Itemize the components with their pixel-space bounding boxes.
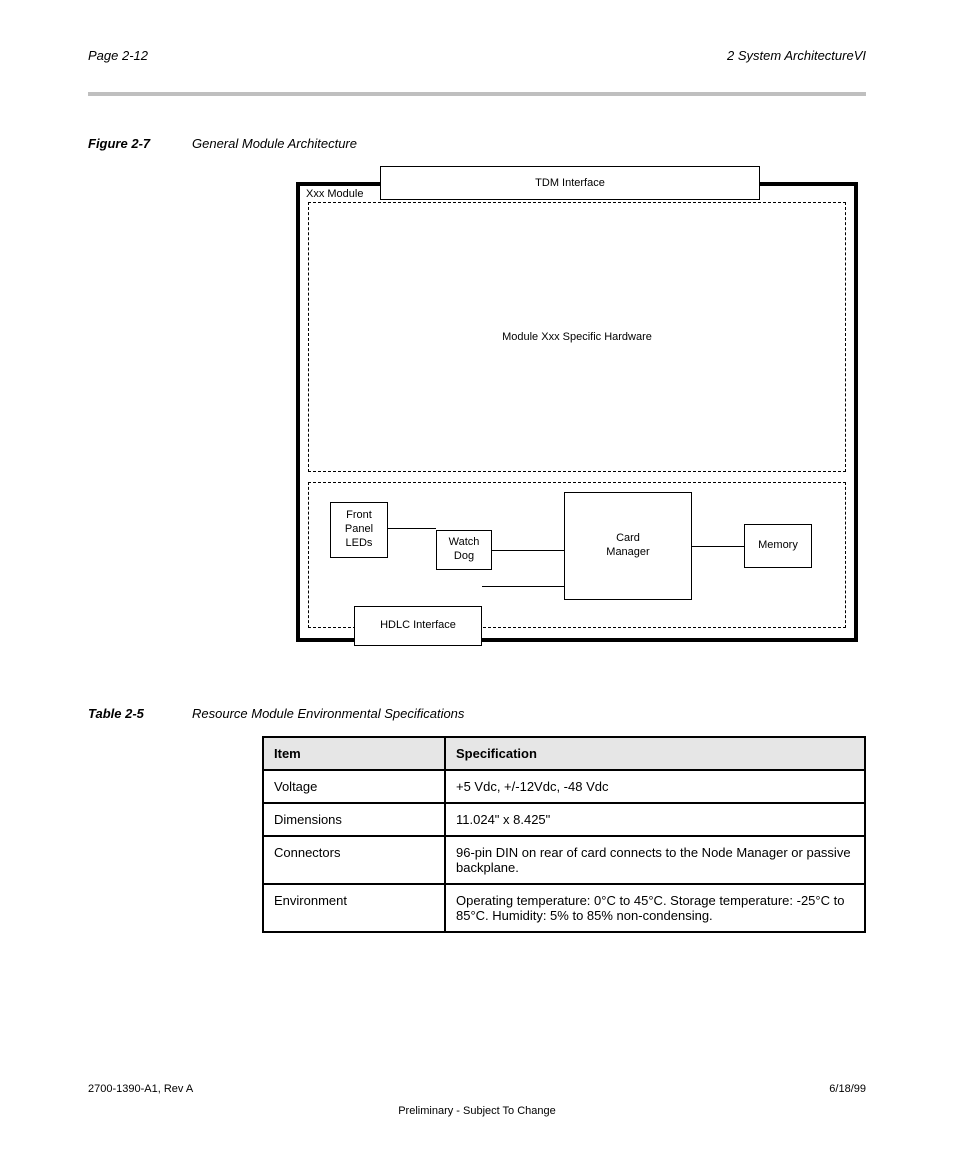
table-caption-text: Resource Module Environmental Specificat…: [192, 706, 464, 721]
cell-spec: Operating temperature: 0°C to 45°C. Stor…: [445, 884, 865, 932]
hdlc-interface-node: HDLC Interface: [354, 606, 482, 646]
footer-preliminary: Preliminary - Subject To Change: [0, 1105, 954, 1117]
cell-item: Dimensions: [263, 803, 445, 836]
module-label: Xxx Module: [306, 188, 363, 200]
front-panel-leds-node: Front Panel LEDs: [330, 502, 388, 558]
table-row: Connectors 96-pin DIN on rear of card co…: [263, 836, 865, 884]
tdm-interface-box: TDM Interface: [380, 166, 760, 200]
col-item: Item: [263, 737, 445, 770]
col-spec: Specification: [445, 737, 865, 770]
cell-item: Environment: [263, 884, 445, 932]
table-caption-label: Table 2-5: [88, 706, 144, 721]
edge-hdlc-cardmgr: [482, 586, 564, 587]
table-row: Environment Operating temperature: 0°C t…: [263, 884, 865, 932]
watch-dog-node: Watch Dog: [436, 530, 492, 570]
cell-spec: 96-pin DIN on rear of card connects to t…: [445, 836, 865, 884]
table-row: Voltage +5 Vdc, +/-12Vdc, -48 Vdc: [263, 770, 865, 803]
table-row: Dimensions 11.024" x 8.425": [263, 803, 865, 836]
module-architecture-diagram: Xxx Module Module Xxx Specific Hardware …: [296, 166, 866, 646]
page-number: Page 2-12: [88, 48, 148, 63]
cell-item: Connectors: [263, 836, 445, 884]
card-manager-node: Card Manager: [564, 492, 692, 600]
footer-date: 6/18/99: [829, 1083, 866, 1095]
cell-spec: +5 Vdc, +/-12Vdc, -48 Vdc: [445, 770, 865, 803]
spec-table: Item Specification Voltage +5 Vdc, +/-12…: [262, 736, 866, 933]
table-header-row: Item Specification: [263, 737, 865, 770]
header-rule: [88, 92, 866, 96]
figure-caption-text: General Module Architecture: [192, 136, 357, 151]
cell-item: Voltage: [263, 770, 445, 803]
page: Page 2-12 2 System ArchitectureVI Figure…: [0, 0, 954, 1155]
footer-revision: 2700-1390-A1, Rev A: [88, 1083, 193, 1095]
memory-node: Memory: [744, 524, 812, 568]
spec-table-wrap: Item Specification Voltage +5 Vdc, +/-12…: [262, 736, 866, 933]
edge-cardmgr-memory: [692, 546, 744, 547]
edge-watchdog-cardmgr: [492, 550, 564, 551]
section-title: 2 System ArchitectureVI: [727, 48, 866, 63]
edge-leds-watchdog: [388, 528, 436, 529]
figure-caption-label: Figure 2-7: [88, 136, 150, 151]
specific-hardware-region: Module Xxx Specific Hardware: [308, 202, 846, 472]
tdm-interface-label: TDM Interface: [535, 177, 605, 189]
specific-hardware-label: Module Xxx Specific Hardware: [502, 331, 652, 343]
cell-spec: 11.024" x 8.425": [445, 803, 865, 836]
